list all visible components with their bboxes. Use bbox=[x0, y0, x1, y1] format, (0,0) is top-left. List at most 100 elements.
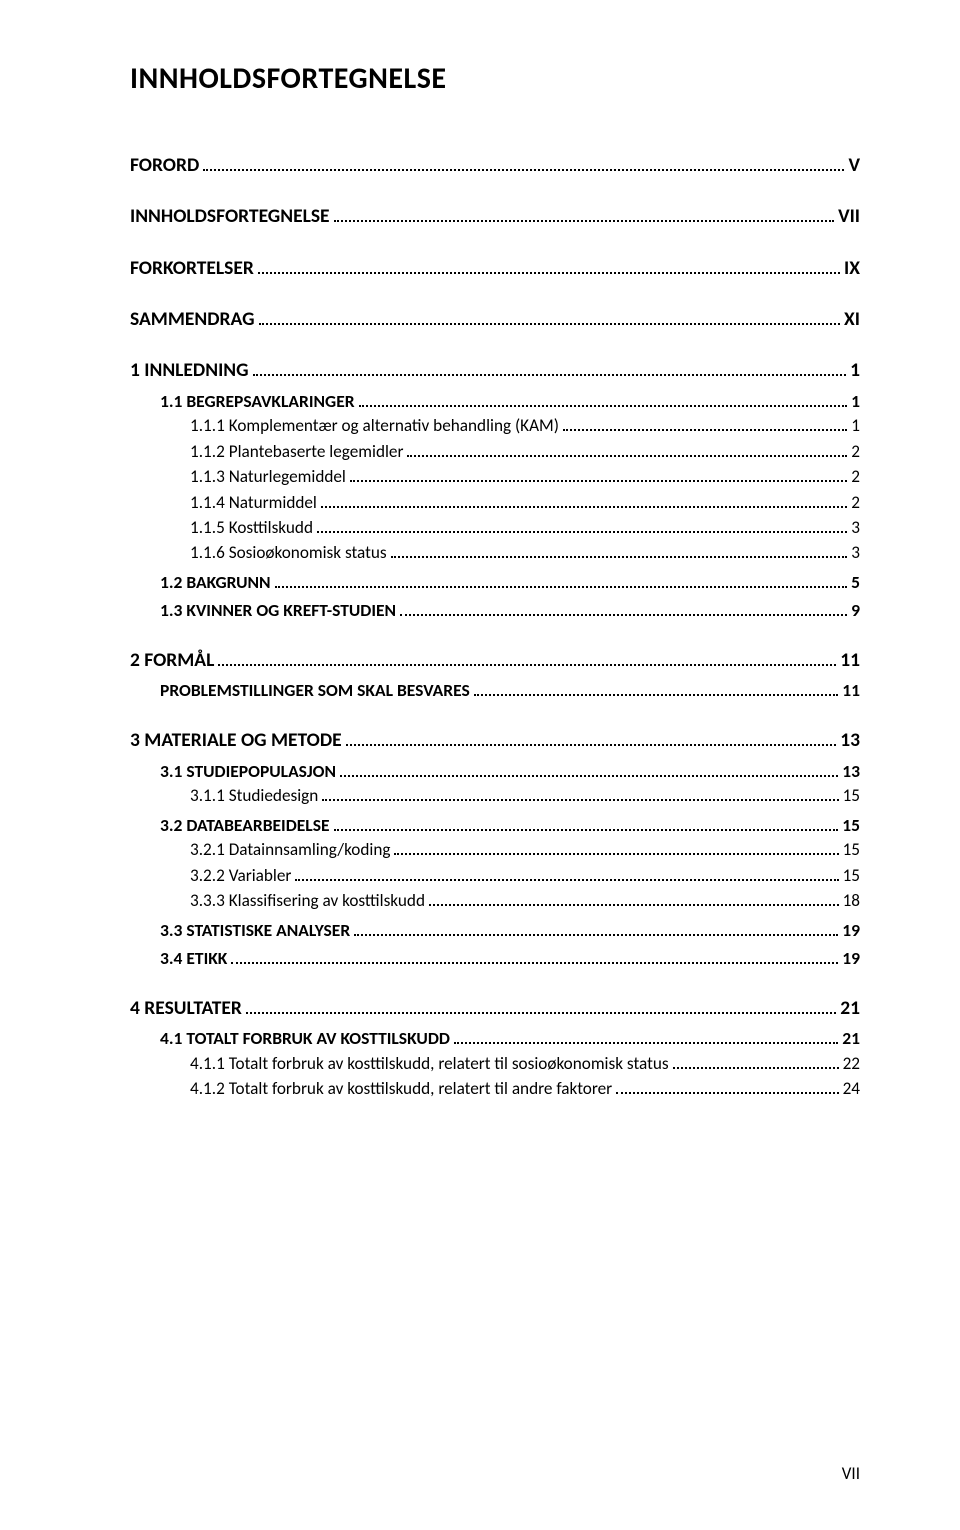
toc-label: 1.1.3 Naturlegemiddel bbox=[190, 466, 346, 488]
toc-page-number: 22 bbox=[843, 1053, 860, 1075]
toc-leader-dots bbox=[454, 1029, 838, 1045]
toc-page-number: 9 bbox=[851, 599, 860, 622]
toc-entry: 4 RESULTATER21 bbox=[130, 996, 860, 1021]
toc-page-number: 2 bbox=[851, 441, 860, 463]
toc-leader-dots bbox=[203, 154, 844, 171]
toc-entry: 1.3 KVINNER OG KREFT-STUDIEN 9 bbox=[160, 599, 860, 622]
toc-label: 1.1.2 Plantebaserte legemidler bbox=[190, 441, 403, 463]
toc-leader-dots bbox=[317, 518, 847, 533]
toc-entry: 3.1 STUDIEPOPULASJON 13 bbox=[160, 760, 860, 783]
toc-leader-dots bbox=[429, 891, 839, 906]
toc-page-number: 11 bbox=[842, 679, 860, 702]
toc-leader-dots bbox=[321, 492, 847, 507]
toc-entry: 3 MATERIALE OG METODE13 bbox=[130, 728, 860, 753]
toc-leader-dots bbox=[258, 256, 840, 273]
toc-label: 1.1.6 Sosioøkonomisk status bbox=[190, 542, 387, 564]
toc-entry: 3.2 DATABEARBEIDELSE 15 bbox=[160, 814, 860, 837]
toc-leader-dots bbox=[391, 543, 848, 558]
toc-leader-dots bbox=[346, 729, 837, 746]
toc-label: 1.1.5 Kosttilskudd bbox=[190, 517, 313, 539]
toc-label: 1 INNLEDNING bbox=[130, 358, 249, 383]
toc-page-number: 3 bbox=[851, 517, 860, 539]
toc-page-number: V bbox=[848, 153, 860, 178]
toc-label: 3.4 ETIKK bbox=[160, 947, 227, 970]
toc-leader-dots bbox=[253, 359, 847, 376]
toc-entry: PROBLEMSTILLINGER SOM SKAL BESVARES 11 bbox=[160, 679, 860, 702]
toc-label: 3.1 STUDIEPOPULASJON bbox=[160, 760, 336, 783]
toc-page-number: 24 bbox=[843, 1078, 860, 1100]
toc-entry: 1.1.1 Komplementær og alternativ behandl… bbox=[190, 415, 860, 437]
toc-label: 3.3.3 Klassifisering av kosttilskudd bbox=[190, 890, 425, 912]
toc-entry: 3.4 ETIKK19 bbox=[160, 947, 860, 970]
toc-page-number: 2 bbox=[851, 492, 860, 514]
toc-page-number: XI bbox=[844, 307, 860, 332]
page-container: INNHOLDSFORTEGNELSE FORORD V INNHOLDSFORTE… bbox=[0, 0, 960, 1530]
toc-page-number: 11 bbox=[840, 648, 860, 673]
toc-entry: 1.1.4 Naturmiddel 2 bbox=[190, 492, 860, 514]
toc-entry: 1.1.3 Naturlegemiddel 2 bbox=[190, 466, 860, 488]
toc-leader-dots bbox=[616, 1079, 838, 1094]
toc-label: 3.1.1 Studiedesign bbox=[190, 785, 318, 807]
toc-entry: 2 FORMÅL 11 bbox=[130, 648, 860, 673]
toc-entry: 3.3 STATISTISKE ANALYSER19 bbox=[160, 919, 860, 942]
toc-page-number: 15 bbox=[843, 785, 860, 807]
toc-entry: 3.2.2 Variabler 15 bbox=[190, 865, 860, 887]
toc-label: 3.2 DATABEARBEIDELSE bbox=[160, 814, 330, 837]
toc-label: PROBLEMSTILLINGER SOM SKAL BESVARES bbox=[160, 679, 470, 702]
toc-leader-dots bbox=[275, 572, 848, 588]
toc-label: 4 RESULTATER bbox=[130, 996, 242, 1021]
toc-label: 1.2 BAKGRUNN bbox=[160, 571, 271, 594]
toc-page-number: 15 bbox=[842, 814, 860, 837]
toc-entry: 1.2 BAKGRUNN 5 bbox=[160, 571, 860, 594]
toc-page-number: 1 bbox=[851, 415, 860, 437]
toc-label: SAMMENDRAG bbox=[130, 307, 255, 332]
toc-leader-dots bbox=[334, 205, 835, 222]
toc-page-number: 1 bbox=[850, 358, 860, 383]
toc-label: 3.2.2 Variabler bbox=[190, 865, 291, 887]
toc-page-number: IX bbox=[844, 256, 860, 281]
toc-entry: 4.1.2 Totalt forbruk av kosttilskudd, re… bbox=[190, 1078, 860, 1100]
toc-entry: 1.1 BEGREPSAVKLARINGER1 bbox=[160, 390, 860, 413]
toc-label: 3.2.1 Datainnsamling/koding bbox=[190, 839, 390, 861]
toc-page-number: 21 bbox=[842, 1027, 860, 1050]
page-number-footer: VII bbox=[842, 1463, 860, 1484]
toc-page-number: 18 bbox=[843, 890, 860, 912]
toc-label: 1.3 KVINNER OG KREFT-STUDIEN bbox=[160, 599, 396, 622]
toc-entry: 3.3.3 Klassifisering av kosttilskudd 18 bbox=[190, 890, 860, 912]
toc-page-number: 15 bbox=[843, 839, 860, 861]
page-title: INNHOLDSFORTEGNELSE bbox=[130, 60, 860, 97]
toc-leader-dots bbox=[394, 840, 838, 855]
toc-label: 1.1 BEGREPSAVKLARINGER bbox=[160, 390, 355, 413]
toc-leader-dots bbox=[231, 949, 838, 965]
toc-entry: 1.1.6 Sosioøkonomisk status3 bbox=[190, 542, 860, 564]
toc-page-number: VII bbox=[838, 204, 860, 229]
toc-leader-dots bbox=[259, 308, 841, 325]
toc-label: FORORD bbox=[130, 153, 199, 178]
toc-entry: INNHOLDSFORTEGNELSEVII bbox=[130, 204, 860, 229]
toc-entry: 4.1.1 Totalt forbruk av kosttilskudd, re… bbox=[190, 1053, 860, 1075]
toc-leader-dots bbox=[563, 416, 847, 431]
toc-page-number: 13 bbox=[840, 728, 860, 753]
toc-leader-dots bbox=[673, 1054, 839, 1069]
toc-entry: 4.1 TOTALT FORBRUK AV KOSTTILSKUDD 21 bbox=[160, 1027, 860, 1050]
toc-page-number: 2 bbox=[851, 466, 860, 488]
toc-leader-dots bbox=[359, 391, 848, 407]
toc-label: 1.1.1 Komplementær og alternativ behandl… bbox=[190, 415, 559, 437]
toc-leader-dots bbox=[400, 601, 847, 617]
toc-leader-dots bbox=[246, 997, 836, 1014]
toc-label: 1.1.4 Naturmiddel bbox=[190, 492, 317, 514]
toc-label: 4.1.2 Totalt forbruk av kosttilskudd, re… bbox=[190, 1078, 612, 1100]
toc-page-number: 13 bbox=[842, 760, 860, 783]
toc-label: FORKORTELSER bbox=[130, 256, 254, 281]
toc-label: 2 FORMÅL bbox=[130, 648, 214, 673]
toc-entry: 1 INNLEDNING 1 bbox=[130, 358, 860, 383]
toc-label: 4.1 TOTALT FORBRUK AV KOSTTILSKUDD bbox=[160, 1027, 450, 1050]
toc-entry: FORKORTELSER IX bbox=[130, 256, 860, 281]
toc-leader-dots bbox=[407, 441, 847, 456]
toc-leader-dots bbox=[350, 467, 847, 482]
toc-page-number: 5 bbox=[851, 571, 860, 594]
toc-entry: SAMMENDRAG XI bbox=[130, 307, 860, 332]
toc-label: 3.3 STATISTISKE ANALYSER bbox=[160, 919, 350, 942]
toc-page-number: 15 bbox=[843, 865, 860, 887]
toc-label: 4.1.1 Totalt forbruk av kosttilskudd, re… bbox=[190, 1053, 669, 1075]
